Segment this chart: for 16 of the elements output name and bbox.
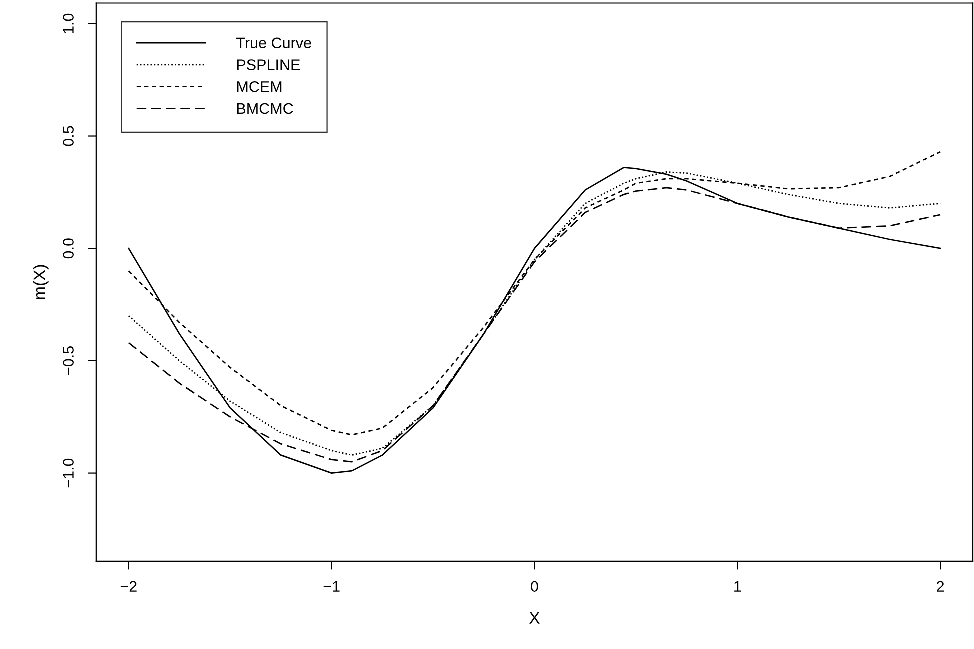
y-tick-label: 0.0: [63, 238, 74, 259]
legend-label: BMCMC: [237, 103, 294, 114]
legend-label: True Curve: [236, 38, 312, 49]
legend-label: MCEM: [237, 81, 282, 92]
legend-label: PSPLINE: [237, 60, 300, 70]
x-tick-label: 2: [937, 581, 944, 592]
x-tick-label: −2: [120, 581, 137, 592]
y-tick-label: 0.5: [63, 126, 74, 146]
x-axis-title: X: [530, 612, 540, 624]
x-tick-label: 1: [734, 581, 742, 592]
x-tick-label: 0: [531, 581, 538, 592]
x-tick-label: −1: [324, 581, 340, 592]
y-tick-label: 1.0: [63, 14, 74, 34]
y-tick-label: −1.0: [63, 458, 74, 488]
y-tick-label: −0.5: [63, 346, 74, 376]
y-axis-title: m(X): [33, 265, 49, 300]
